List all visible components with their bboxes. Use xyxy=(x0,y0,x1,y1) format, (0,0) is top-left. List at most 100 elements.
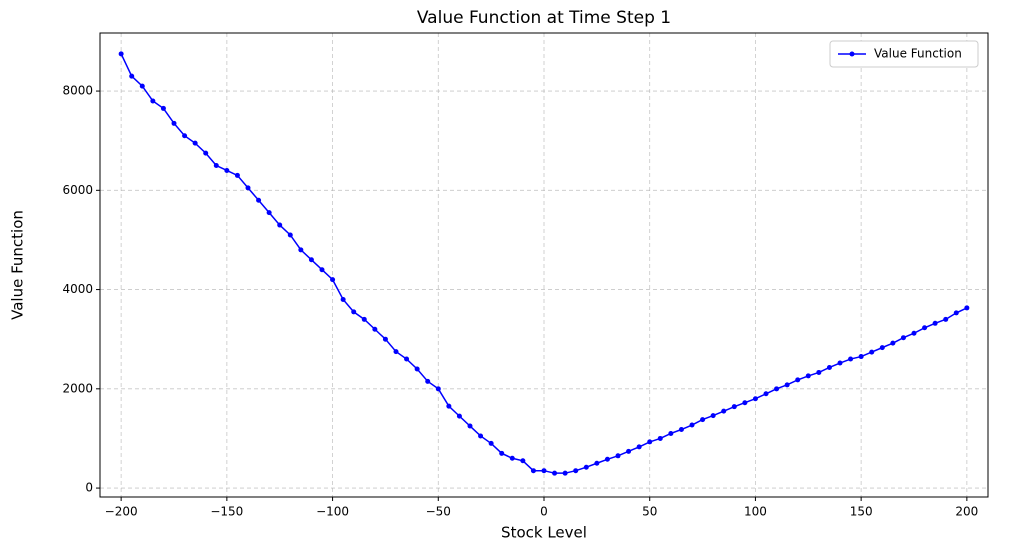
y-axis-label: Value Function xyxy=(9,210,27,320)
y-tick-label: 0 xyxy=(85,481,93,495)
line xyxy=(120,53,968,474)
point xyxy=(192,140,198,146)
legend-label: Value Function xyxy=(874,47,962,61)
legend-marker xyxy=(849,51,855,57)
point xyxy=(752,396,758,402)
point xyxy=(340,296,346,302)
point xyxy=(499,450,505,456)
point xyxy=(160,105,166,111)
point xyxy=(668,430,674,436)
point xyxy=(858,354,864,360)
point xyxy=(435,386,441,392)
point xyxy=(139,83,145,89)
point xyxy=(848,356,854,362)
point xyxy=(922,325,928,331)
point xyxy=(382,336,388,342)
point xyxy=(837,360,843,366)
x-tick-label: 200 xyxy=(955,505,978,519)
point xyxy=(678,427,684,433)
y-tick-label: 4000 xyxy=(62,282,93,296)
point xyxy=(869,349,875,355)
point xyxy=(393,349,399,355)
point xyxy=(287,232,293,238)
point xyxy=(182,133,188,139)
x-tick-label: 0 xyxy=(540,505,548,519)
point xyxy=(446,403,452,409)
point xyxy=(647,439,653,445)
point xyxy=(552,470,558,476)
x-axis-label: Stock Level xyxy=(501,524,587,542)
point xyxy=(234,172,240,178)
point xyxy=(731,404,737,410)
point xyxy=(953,310,959,316)
point xyxy=(626,448,632,454)
point xyxy=(351,309,357,315)
x-tick-label: −50 xyxy=(426,505,451,519)
point xyxy=(890,340,896,346)
point xyxy=(171,120,177,126)
point xyxy=(277,222,283,228)
point xyxy=(710,413,716,419)
point xyxy=(150,98,156,104)
point xyxy=(795,377,801,383)
plot-frame xyxy=(99,32,989,498)
x-tick-label: 100 xyxy=(744,505,767,519)
point xyxy=(805,373,811,379)
point xyxy=(467,423,473,429)
point xyxy=(774,386,780,392)
point xyxy=(900,335,906,341)
point xyxy=(245,185,251,191)
point xyxy=(361,316,367,322)
point xyxy=(224,167,230,173)
point xyxy=(879,345,885,351)
point xyxy=(456,413,462,419)
point xyxy=(520,458,526,464)
point xyxy=(573,468,579,474)
point xyxy=(689,422,695,428)
point xyxy=(594,460,600,466)
point xyxy=(129,73,135,79)
point xyxy=(509,455,515,461)
legend-box xyxy=(829,40,979,68)
y-tick-label: 6000 xyxy=(62,183,93,197)
point xyxy=(414,366,420,372)
point xyxy=(700,417,706,423)
point xyxy=(911,330,917,336)
point xyxy=(784,382,790,388)
point xyxy=(943,316,949,322)
point xyxy=(604,456,610,462)
point xyxy=(562,470,568,476)
point xyxy=(203,150,209,156)
point xyxy=(583,464,589,470)
point xyxy=(256,197,262,203)
point xyxy=(721,408,727,414)
point xyxy=(372,326,378,332)
x-tick-label: −150 xyxy=(210,505,243,519)
point xyxy=(330,277,336,283)
y-tick-label: 2000 xyxy=(62,381,93,395)
point xyxy=(541,468,547,474)
x-tick-label: −200 xyxy=(105,505,138,519)
y-tick-label: 8000 xyxy=(62,84,93,98)
point xyxy=(816,369,822,375)
point xyxy=(404,356,410,362)
point xyxy=(964,305,970,311)
point xyxy=(488,440,494,446)
point xyxy=(266,210,272,216)
x-tick-label: 50 xyxy=(642,505,657,519)
point xyxy=(319,267,325,273)
x-tick-label: 150 xyxy=(850,505,873,519)
point xyxy=(530,468,536,474)
point xyxy=(763,391,769,397)
point xyxy=(932,320,938,326)
x-tick-label: −100 xyxy=(316,505,349,519)
point xyxy=(826,364,832,370)
point xyxy=(213,163,219,169)
point xyxy=(118,51,124,57)
point xyxy=(478,433,484,439)
chart-title: Value Function at Time Step 1 xyxy=(417,8,671,28)
point xyxy=(742,400,748,406)
point xyxy=(657,435,663,441)
point xyxy=(298,247,304,253)
